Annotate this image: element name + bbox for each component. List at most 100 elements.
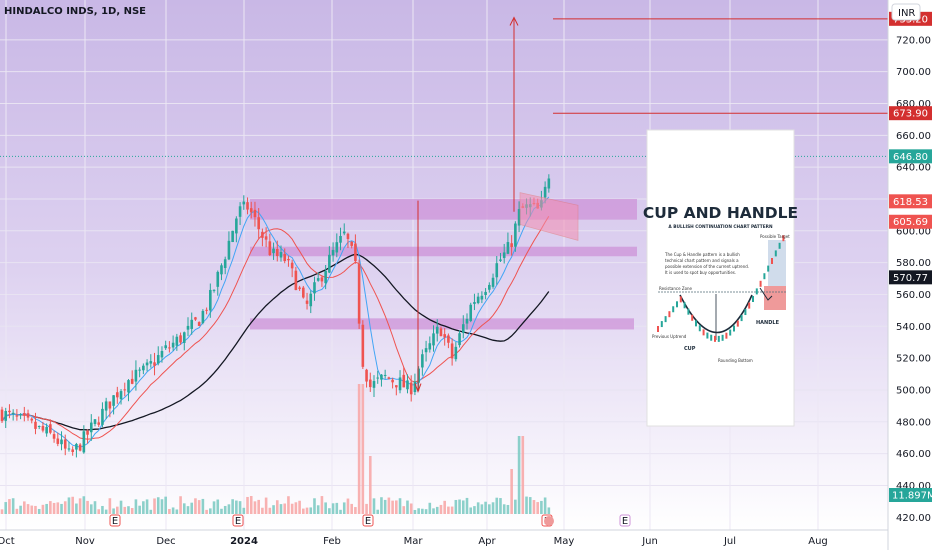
price-tick-label: 600.00	[896, 226, 931, 237]
moving-average-mid	[1, 215, 550, 440]
time-tick-label: Aug	[808, 536, 828, 547]
volume-bar	[335, 502, 339, 514]
candle-body	[63, 439, 67, 449]
time-tick-label: Jul	[723, 536, 736, 547]
volume-bar	[268, 507, 272, 514]
volume-bar	[398, 498, 402, 514]
candle-body	[313, 282, 316, 294]
volume-bar	[37, 508, 41, 514]
candle-body	[302, 287, 305, 298]
candle-body	[447, 335, 450, 343]
volume-bar	[119, 500, 123, 514]
volume-bar	[201, 498, 205, 514]
card-description-line: possible extension of the current uptren…	[665, 264, 749, 269]
candle-body	[4, 411, 8, 421]
candle-body	[342, 231, 346, 234]
volume-bar	[324, 502, 327, 514]
card-candle	[672, 306, 675, 313]
price-tick-label: 420.00	[896, 513, 931, 524]
card-candle	[679, 296, 682, 303]
candle-body	[346, 233, 350, 239]
volume-bar	[368, 456, 372, 514]
candle-body	[432, 333, 435, 346]
candle-body	[424, 348, 428, 353]
candle-body	[458, 333, 461, 346]
volume-bar	[45, 503, 48, 514]
volume-bar	[164, 496, 167, 514]
candle-body	[335, 242, 339, 253]
candle-body	[543, 186, 547, 198]
volume-bar	[313, 498, 316, 514]
candle-body	[506, 242, 510, 254]
volume-bar	[450, 506, 454, 514]
candle-body	[0, 409, 4, 422]
volume-bar	[194, 498, 197, 514]
volume-bar	[380, 497, 383, 514]
volume-bar	[149, 509, 153, 514]
candle-body	[272, 248, 275, 254]
candle-body	[223, 259, 227, 268]
measured-move-arrowhead	[509, 16, 519, 26]
time-axis-background	[0, 530, 888, 550]
card-candle	[748, 302, 751, 309]
volume-bar	[528, 497, 532, 514]
candle-body	[231, 230, 234, 243]
currency-selector[interactable]: INR	[891, 3, 921, 21]
candle-body	[257, 217, 260, 230]
price-tick-label: 680.00	[896, 99, 931, 110]
candle-body	[93, 419, 97, 425]
card-candle	[763, 273, 766, 280]
price-label: 570.77	[893, 273, 928, 284]
volume-bar	[275, 500, 279, 514]
volume-bar	[145, 499, 149, 514]
candle-body	[298, 287, 301, 289]
candle-body	[116, 392, 119, 398]
candle-body	[439, 328, 443, 337]
candle-body	[134, 369, 138, 382]
earnings-marker-label: E	[235, 516, 241, 527]
candle-body	[316, 278, 320, 281]
volume-bar	[246, 496, 249, 514]
volume-bar	[71, 496, 74, 514]
volume-bar	[376, 509, 380, 514]
candle-body	[391, 379, 394, 383]
candle-body	[205, 309, 208, 311]
volume-bar	[227, 504, 231, 514]
volume-bar	[11, 498, 15, 514]
candle-body	[320, 277, 324, 282]
candle-body	[261, 231, 264, 238]
price-tick-label: 520.00	[896, 354, 931, 365]
candle-body	[454, 346, 458, 360]
volume-bar	[290, 503, 294, 514]
volume-bar	[339, 509, 342, 514]
candle-body	[97, 422, 101, 425]
candle-body	[350, 241, 353, 246]
volume-bar	[480, 504, 484, 514]
candle-body	[461, 324, 465, 333]
volume-bar	[190, 502, 194, 514]
volume-bar	[532, 500, 536, 514]
card-candle	[676, 301, 678, 308]
candle-body	[227, 240, 231, 260]
volume-bar	[220, 508, 223, 514]
volume-bar	[287, 496, 290, 514]
candle-body	[488, 284, 491, 290]
price-tick-label: 560.00	[896, 290, 931, 301]
volume-bar	[372, 498, 376, 514]
volume-bar	[179, 496, 182, 514]
time-tick-label: Jun	[641, 536, 658, 547]
candle-body	[127, 380, 130, 393]
candle-body	[547, 178, 551, 189]
volume-bar	[231, 499, 234, 514]
volume-bar	[443, 500, 446, 514]
candle-body	[495, 263, 499, 278]
candle-body	[376, 377, 380, 379]
price-label-badge	[889, 194, 932, 209]
card-candle	[717, 335, 720, 342]
volume-bar	[413, 509, 417, 514]
volume-bar	[216, 499, 220, 514]
card-description-line: technical chart pattern and signals a	[665, 258, 739, 263]
volume-bar	[30, 505, 34, 514]
candle-body	[45, 426, 48, 434]
